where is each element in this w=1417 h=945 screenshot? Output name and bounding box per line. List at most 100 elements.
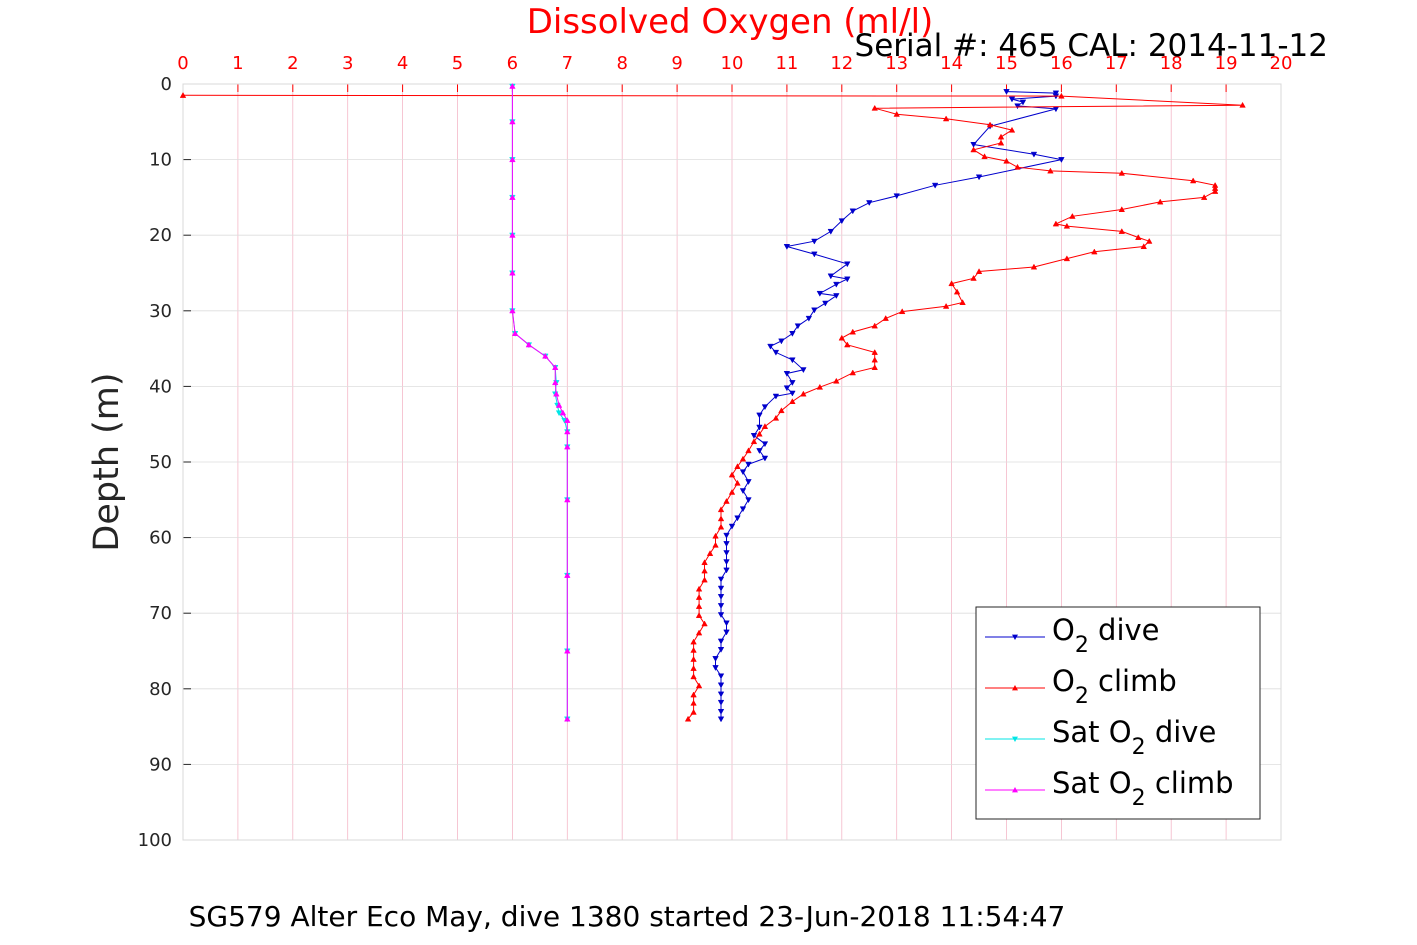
x-tick-label: 0 (177, 53, 188, 74)
data-point (684, 715, 692, 722)
data-point (551, 364, 559, 370)
y-tick-label: 30 (149, 301, 172, 322)
series-line (511, 86, 568, 719)
data-point (739, 488, 747, 495)
y-tick-label: 90 (149, 754, 172, 775)
data-point (750, 438, 758, 445)
data-point (1008, 126, 1016, 133)
data-point (871, 349, 878, 355)
data-point (816, 383, 824, 390)
data-point (690, 665, 697, 671)
data-point (750, 433, 758, 439)
data-point (542, 352, 549, 359)
data-point (1069, 212, 1076, 219)
data-point (717, 716, 725, 723)
data-point (690, 691, 697, 698)
data-point (564, 443, 571, 450)
data-point (712, 656, 719, 662)
data-point (734, 463, 741, 470)
data-point (1200, 194, 1208, 200)
data-point (701, 559, 708, 566)
data-point (509, 82, 516, 89)
data-point (975, 268, 983, 274)
data-point (690, 646, 697, 653)
data-point (1063, 222, 1071, 229)
data-point (986, 121, 994, 128)
data-point (827, 228, 835, 235)
data-point (1003, 89, 1010, 95)
data-point (800, 390, 807, 397)
x-tick-label: 12 (830, 53, 853, 74)
data-point (811, 238, 818, 245)
y-tick-label: 80 (149, 679, 172, 700)
x-tick-label: 17 (1105, 53, 1128, 74)
data-point (893, 193, 900, 200)
chart-caption: SG579 Alter Eco May, dive 1380 started 2… (189, 900, 1066, 933)
data-point (739, 455, 747, 462)
data-point (767, 343, 774, 350)
data-point (509, 307, 516, 314)
data-point (717, 603, 725, 609)
data-point (1189, 177, 1197, 184)
data-point (706, 550, 714, 556)
data-point (723, 567, 730, 574)
x-tick-label: 11 (775, 53, 798, 74)
data-point (690, 656, 697, 662)
data-point (1140, 243, 1147, 250)
data-point (761, 404, 769, 411)
data-point (728, 471, 736, 478)
data-point (981, 153, 988, 160)
data-point (179, 92, 187, 98)
x-tick-label: 7 (562, 53, 573, 74)
data-point (717, 682, 725, 689)
data-point (555, 410, 563, 417)
y-tick-label: 100 (138, 830, 172, 851)
data-point (849, 208, 857, 215)
data-point (789, 380, 796, 386)
data-point (728, 523, 736, 530)
data-point (1047, 167, 1054, 174)
data-point (695, 594, 703, 600)
x-tick-label: 13 (885, 53, 908, 74)
data-point (1118, 206, 1126, 212)
data-point (564, 496, 571, 503)
series-3 (509, 82, 571, 722)
data-point (739, 506, 747, 513)
data-point (511, 330, 519, 336)
data-point (723, 541, 730, 547)
y-axis-label: Depth (m) (87, 372, 127, 551)
data-point (756, 412, 763, 419)
data-point (816, 290, 824, 297)
data-point (827, 273, 835, 280)
data-point (783, 244, 791, 250)
data-point (833, 377, 840, 384)
data-point (564, 647, 571, 654)
data-point (838, 218, 846, 225)
data-point (997, 133, 1005, 140)
data-point (1052, 90, 1060, 97)
data-point (1030, 151, 1038, 158)
data-point (712, 665, 719, 671)
legend-swatch-marker (1012, 736, 1018, 742)
data-point (1008, 96, 1016, 103)
x-tick-label: 14 (940, 53, 963, 74)
data-point (723, 629, 730, 636)
legend-label: O2 dive (1052, 613, 1160, 658)
data-point (717, 646, 725, 653)
data-point (723, 559, 730, 566)
data-point (564, 715, 571, 722)
data-point (695, 682, 703, 689)
data-point (701, 576, 708, 583)
data-point (959, 299, 966, 305)
legend-swatch-marker (1012, 787, 1018, 793)
data-point (690, 708, 697, 715)
data-point (695, 629, 703, 636)
x-tick-label: 3 (342, 53, 353, 74)
data-point (844, 261, 851, 268)
data-point (717, 576, 725, 583)
data-point (844, 276, 851, 283)
data-point (1156, 198, 1164, 205)
data-point (717, 638, 725, 645)
legend-entry: Sat O2 dive (985, 715, 1216, 760)
